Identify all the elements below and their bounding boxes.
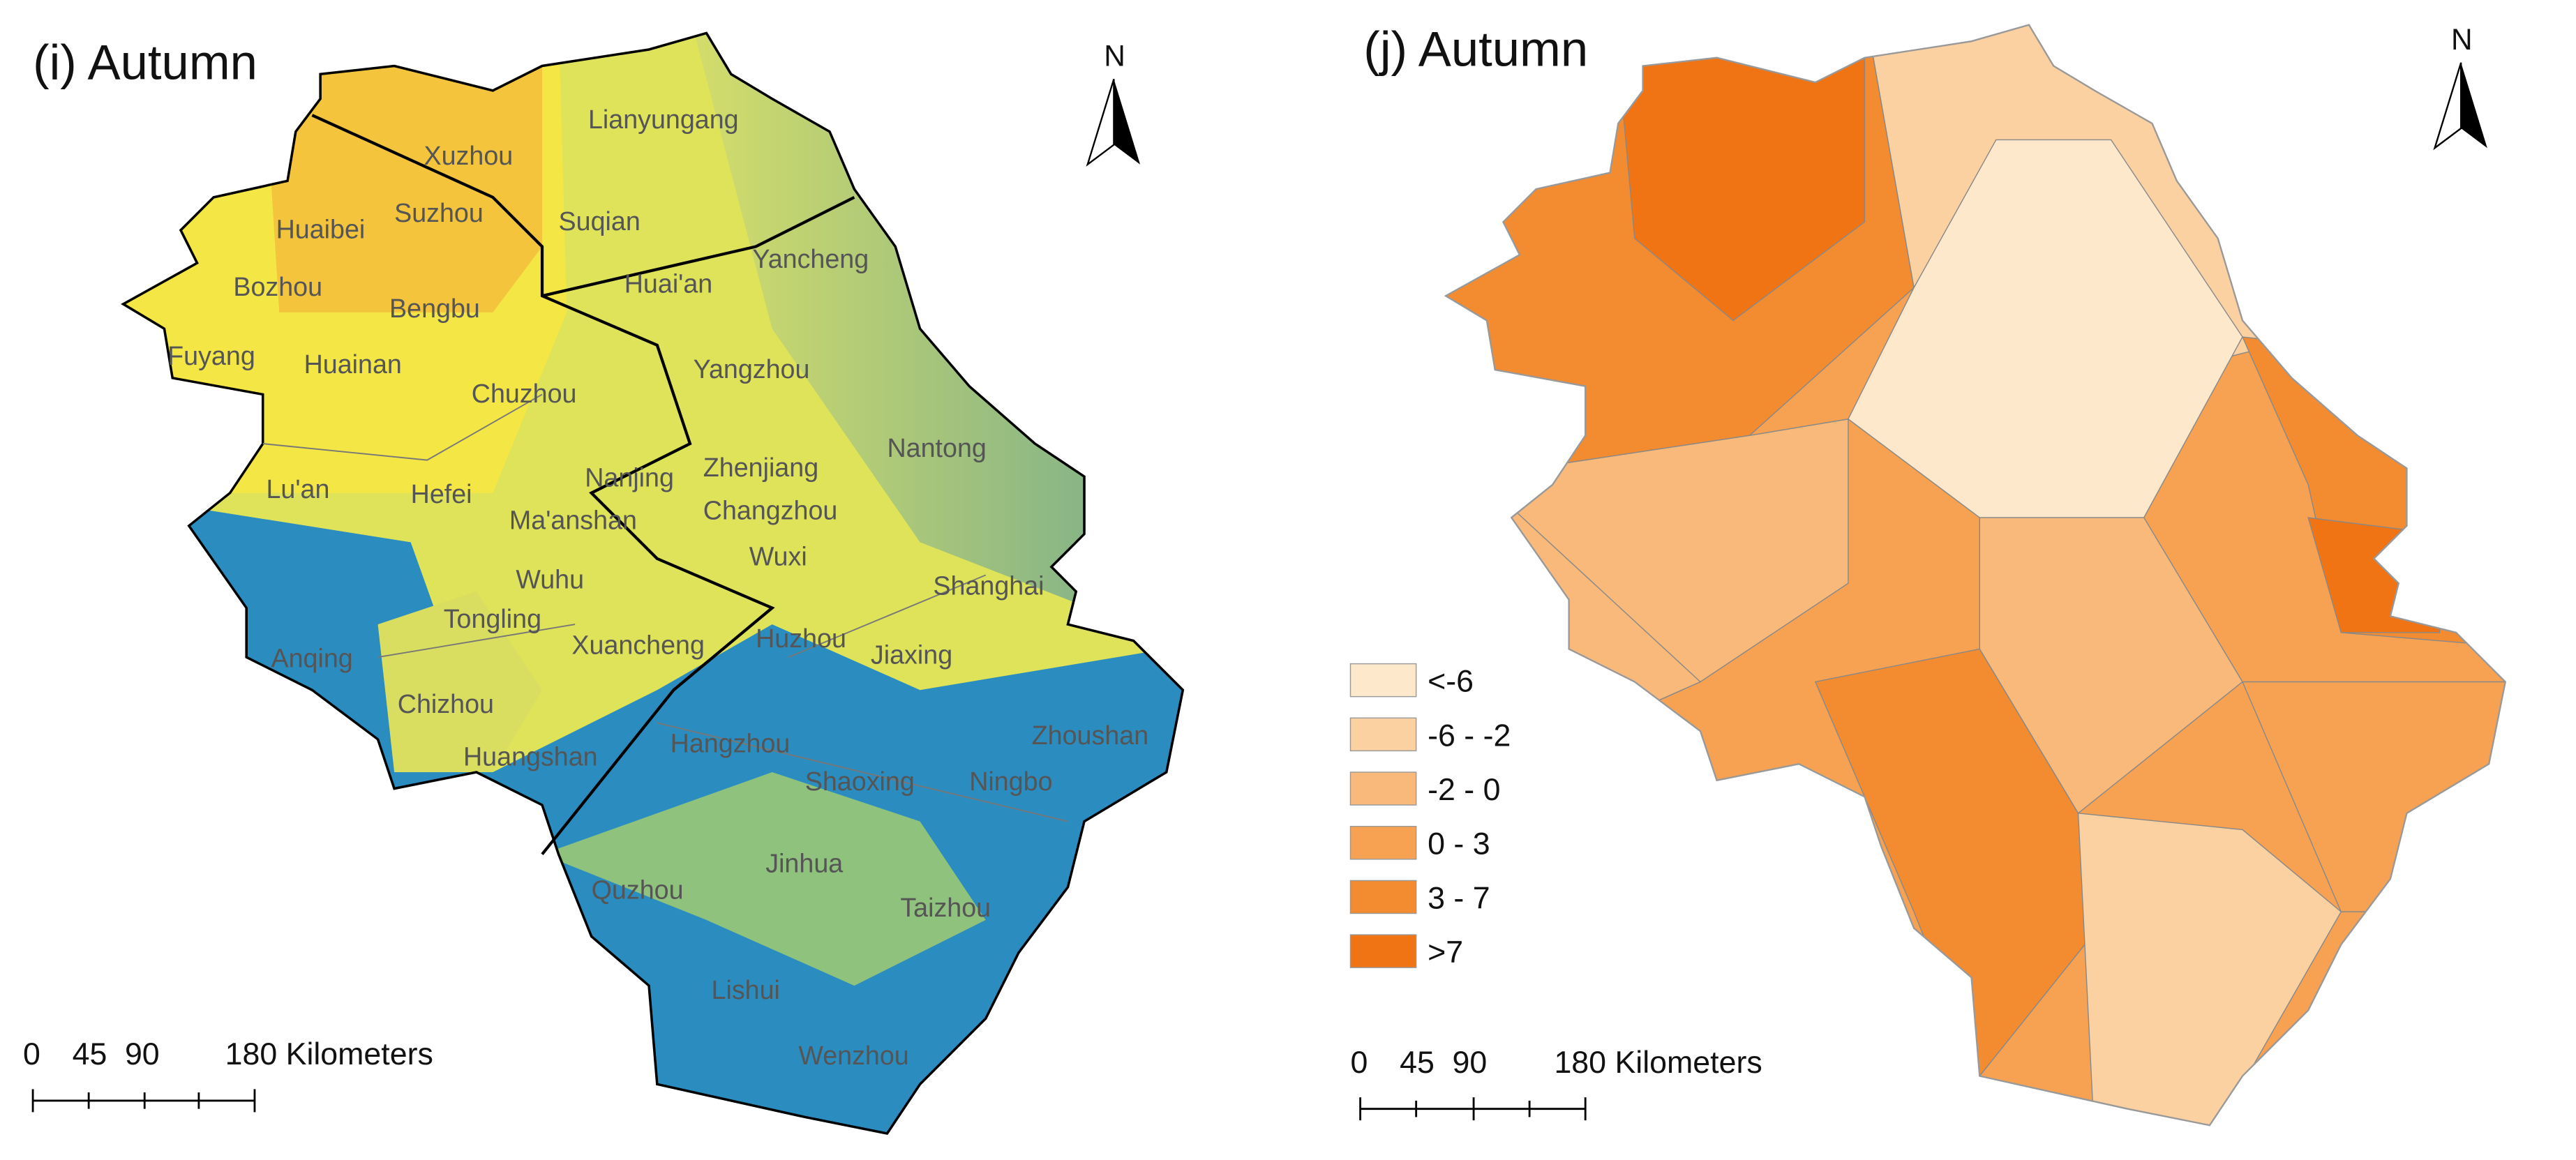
legend-label: 3 - 7	[1428, 881, 1490, 915]
city-label: Taizhou	[900, 893, 991, 922]
scale-label: 45	[73, 1037, 107, 1071]
city-label: Wuxi	[749, 541, 807, 571]
city-label: Jinhua	[765, 849, 843, 878]
city-label: Yancheng	[752, 244, 869, 273]
city-label: Nanjing	[585, 462, 674, 492]
city-label: Wenzhou	[798, 1041, 908, 1070]
city-label: Huzhou	[756, 624, 846, 653]
city-label: Zhoushan	[1032, 721, 1148, 750]
city-label: Bozhou	[233, 272, 322, 301]
city-label: Ningbo	[969, 767, 1052, 796]
city-label: Nantong	[887, 433, 986, 462]
scale-label: 180 Kilometers	[225, 1037, 433, 1071]
legend-swatch	[1349, 825, 1417, 860]
map-right: (j) Autumn N <-6 -6 - -2 -2 - 0 0 - 3 3 - 7 >…	[1349, 22, 2506, 1127]
legend-label: 0 - 3	[1428, 827, 1490, 861]
scale-label: 90	[1452, 1046, 1487, 1080]
legend-label: -2 - 0	[1428, 773, 1500, 807]
legend-label: -6 - -2	[1428, 718, 1511, 753]
city-label: Fuyang	[167, 341, 255, 370]
city-label: Jiaxing	[871, 640, 952, 670]
city-label: Bengbu	[389, 294, 480, 323]
scale-label: 180 Kilometers	[1554, 1046, 1762, 1080]
city-label: Huaibei	[276, 215, 366, 244]
legend-label: >7	[1428, 935, 1463, 970]
city-label: Anqing	[271, 643, 353, 672]
north-arrow	[2433, 62, 2462, 151]
city-label: Suqian	[559, 206, 641, 236]
panel-title: (j) Autumn	[1363, 22, 1588, 77]
city-label: Quzhou	[592, 875, 684, 904]
city-label: Chuzhou	[472, 379, 577, 408]
legend-swatch	[1349, 934, 1417, 968]
north-arrow	[2461, 62, 2487, 149]
city-label: Hefei	[411, 479, 472, 509]
scale-label: 90	[125, 1037, 160, 1071]
north-arrow	[1114, 79, 1141, 165]
city-label: Huainan	[304, 349, 402, 379]
city-label: Shaoxing	[805, 767, 915, 796]
city-label: Hangzhou	[671, 729, 791, 758]
city-label: Huangshan	[463, 742, 598, 771]
city-label: Xuzhou	[424, 141, 513, 170]
map-left: Lianyungang Xuzhou Suzhou Suqian Huaibei Yanc…	[23, 31, 1185, 1135]
city-label: Changzhou	[703, 495, 838, 525]
legend-swatch	[1349, 771, 1417, 806]
city-label: Zhenjiang	[703, 453, 818, 482]
city-label: Lu'an	[266, 474, 329, 504]
city-label: Shanghai	[933, 571, 1044, 601]
legend-label: <-6	[1428, 665, 1474, 699]
city-label: Yangzhou	[694, 354, 810, 384]
scale-label: 0	[23, 1037, 40, 1071]
legend-swatch	[1349, 880, 1417, 914]
panel-title: (i) Autumn	[33, 34, 257, 89]
city-label: Xuancheng	[571, 630, 705, 659]
legend-swatch	[1349, 717, 1417, 752]
city-label: Tongling	[444, 604, 541, 633]
city-label: Lianyungang	[588, 105, 739, 134]
scale-label: 0	[1350, 1046, 1368, 1080]
north-label: N	[1104, 40, 1125, 73]
city-label: Suzhou	[394, 198, 484, 227]
north-arrow	[1086, 79, 1115, 167]
city-label: Ma'anshan	[509, 506, 637, 535]
scale-bar	[31, 1089, 256, 1113]
north-label: N	[2451, 23, 2473, 56]
city-label: Chizhou	[398, 689, 494, 718]
city-label: Huai'an	[624, 269, 713, 298]
legend-swatch	[1349, 663, 1417, 698]
scale-label: 45	[1400, 1046, 1435, 1080]
city-label: Wuhu	[516, 564, 584, 594]
scale-bar	[1359, 1097, 1587, 1121]
city-label: Lishui	[712, 975, 780, 1004]
